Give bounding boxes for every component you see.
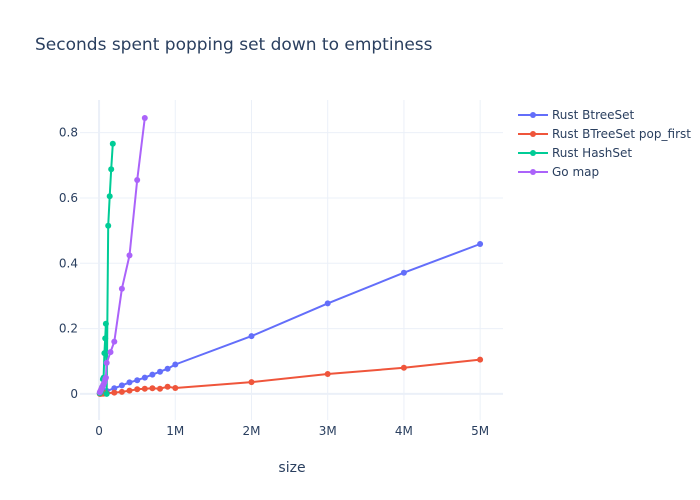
data-point[interactable]: [400, 364, 407, 371]
data-point[interactable]: [111, 385, 118, 392]
data-point[interactable]: [164, 383, 171, 390]
data-point[interactable]: [101, 350, 108, 357]
legend-marker: [530, 112, 536, 118]
legend-marker: [530, 131, 536, 137]
x-tick-label: 4M: [395, 424, 413, 438]
y-tick-label: 0.4: [59, 256, 78, 270]
data-point[interactable]: [172, 385, 179, 391]
data-point[interactable]: [157, 385, 163, 392]
legend-marker: [530, 150, 536, 156]
data-point[interactable]: [118, 285, 125, 292]
y-tick-label: 0.8: [59, 126, 78, 140]
data-point[interactable]: [149, 385, 156, 392]
legend[interactable]: Rust BtreeSet Rust BTreeSet pop_first Rust…: [518, 108, 691, 179]
data-point[interactable]: [324, 300, 331, 307]
data-point[interactable]: [134, 377, 141, 384]
y-tick-label: 0: [70, 387, 78, 401]
y-tick-label: 0.6: [59, 191, 78, 205]
x-axis-title: size: [278, 460, 305, 476]
data-point[interactable]: [102, 335, 109, 342]
data-point[interactable]: [102, 320, 109, 327]
data-point[interactable]: [248, 333, 255, 340]
data-point[interactable]: [248, 379, 255, 386]
data-point[interactable]: [141, 385, 148, 392]
series-layer: [96, 115, 484, 397]
axis-ticks: 0 1M 2M 3M 4M 5M 0 0.2 0.4 0.6 0.8: [59, 126, 489, 438]
data-point[interactable]: [103, 390, 110, 397]
legend-label: Rust BtreeSet: [552, 108, 635, 122]
legend-item[interactable]: Rust HashSet: [518, 146, 632, 160]
data-point[interactable]: [118, 388, 125, 395]
data-point[interactable]: [118, 382, 125, 389]
data-point[interactable]: [108, 166, 115, 173]
data-point[interactable]: [324, 371, 331, 377]
legend-label: Go map: [552, 165, 599, 179]
data-point[interactable]: [400, 269, 407, 276]
legend-item[interactable]: Rust BtreeSet: [518, 108, 635, 122]
data-point[interactable]: [126, 379, 133, 386]
data-point[interactable]: [105, 222, 112, 229]
data-point[interactable]: [477, 356, 484, 363]
legend-item[interactable]: Go map: [518, 165, 599, 179]
data-point[interactable]: [103, 359, 110, 366]
data-point[interactable]: [134, 386, 141, 393]
data-point[interactable]: [111, 338, 118, 345]
data-point[interactable]: [111, 389, 118, 396]
chart-title: Seconds spent popping set down to emptin…: [35, 35, 433, 55]
legend-label: Rust BTreeSet pop_first: [552, 127, 691, 141]
data-point[interactable]: [109, 140, 116, 147]
data-point[interactable]: [102, 374, 109, 381]
legend-marker: [530, 169, 536, 175]
legend-label: Rust HashSet: [552, 146, 632, 160]
data-point[interactable]: [126, 387, 133, 394]
grid: [80, 100, 503, 420]
data-point[interactable]: [134, 177, 141, 183]
data-point[interactable]: [107, 349, 114, 356]
x-tick-label: 3M: [319, 424, 337, 438]
y-tick-label: 0.2: [59, 322, 78, 336]
x-tick-label: 0: [95, 424, 103, 438]
data-point[interactable]: [157, 368, 163, 375]
data-point[interactable]: [149, 371, 156, 378]
data-point[interactable]: [141, 115, 148, 121]
data-point[interactable]: [172, 361, 179, 368]
data-point[interactable]: [126, 252, 133, 259]
data-point[interactable]: [141, 374, 148, 381]
data-point[interactable]: [164, 365, 171, 372]
x-tick-label: 2M: [242, 424, 260, 438]
data-point[interactable]: [477, 241, 484, 247]
legend-item[interactable]: Rust BTreeSet pop_first: [518, 127, 691, 141]
x-tick-label: 5M: [471, 424, 489, 438]
series-3: [96, 115, 148, 396]
data-point[interactable]: [106, 193, 113, 200]
x-tick-label: 1M: [166, 424, 184, 438]
